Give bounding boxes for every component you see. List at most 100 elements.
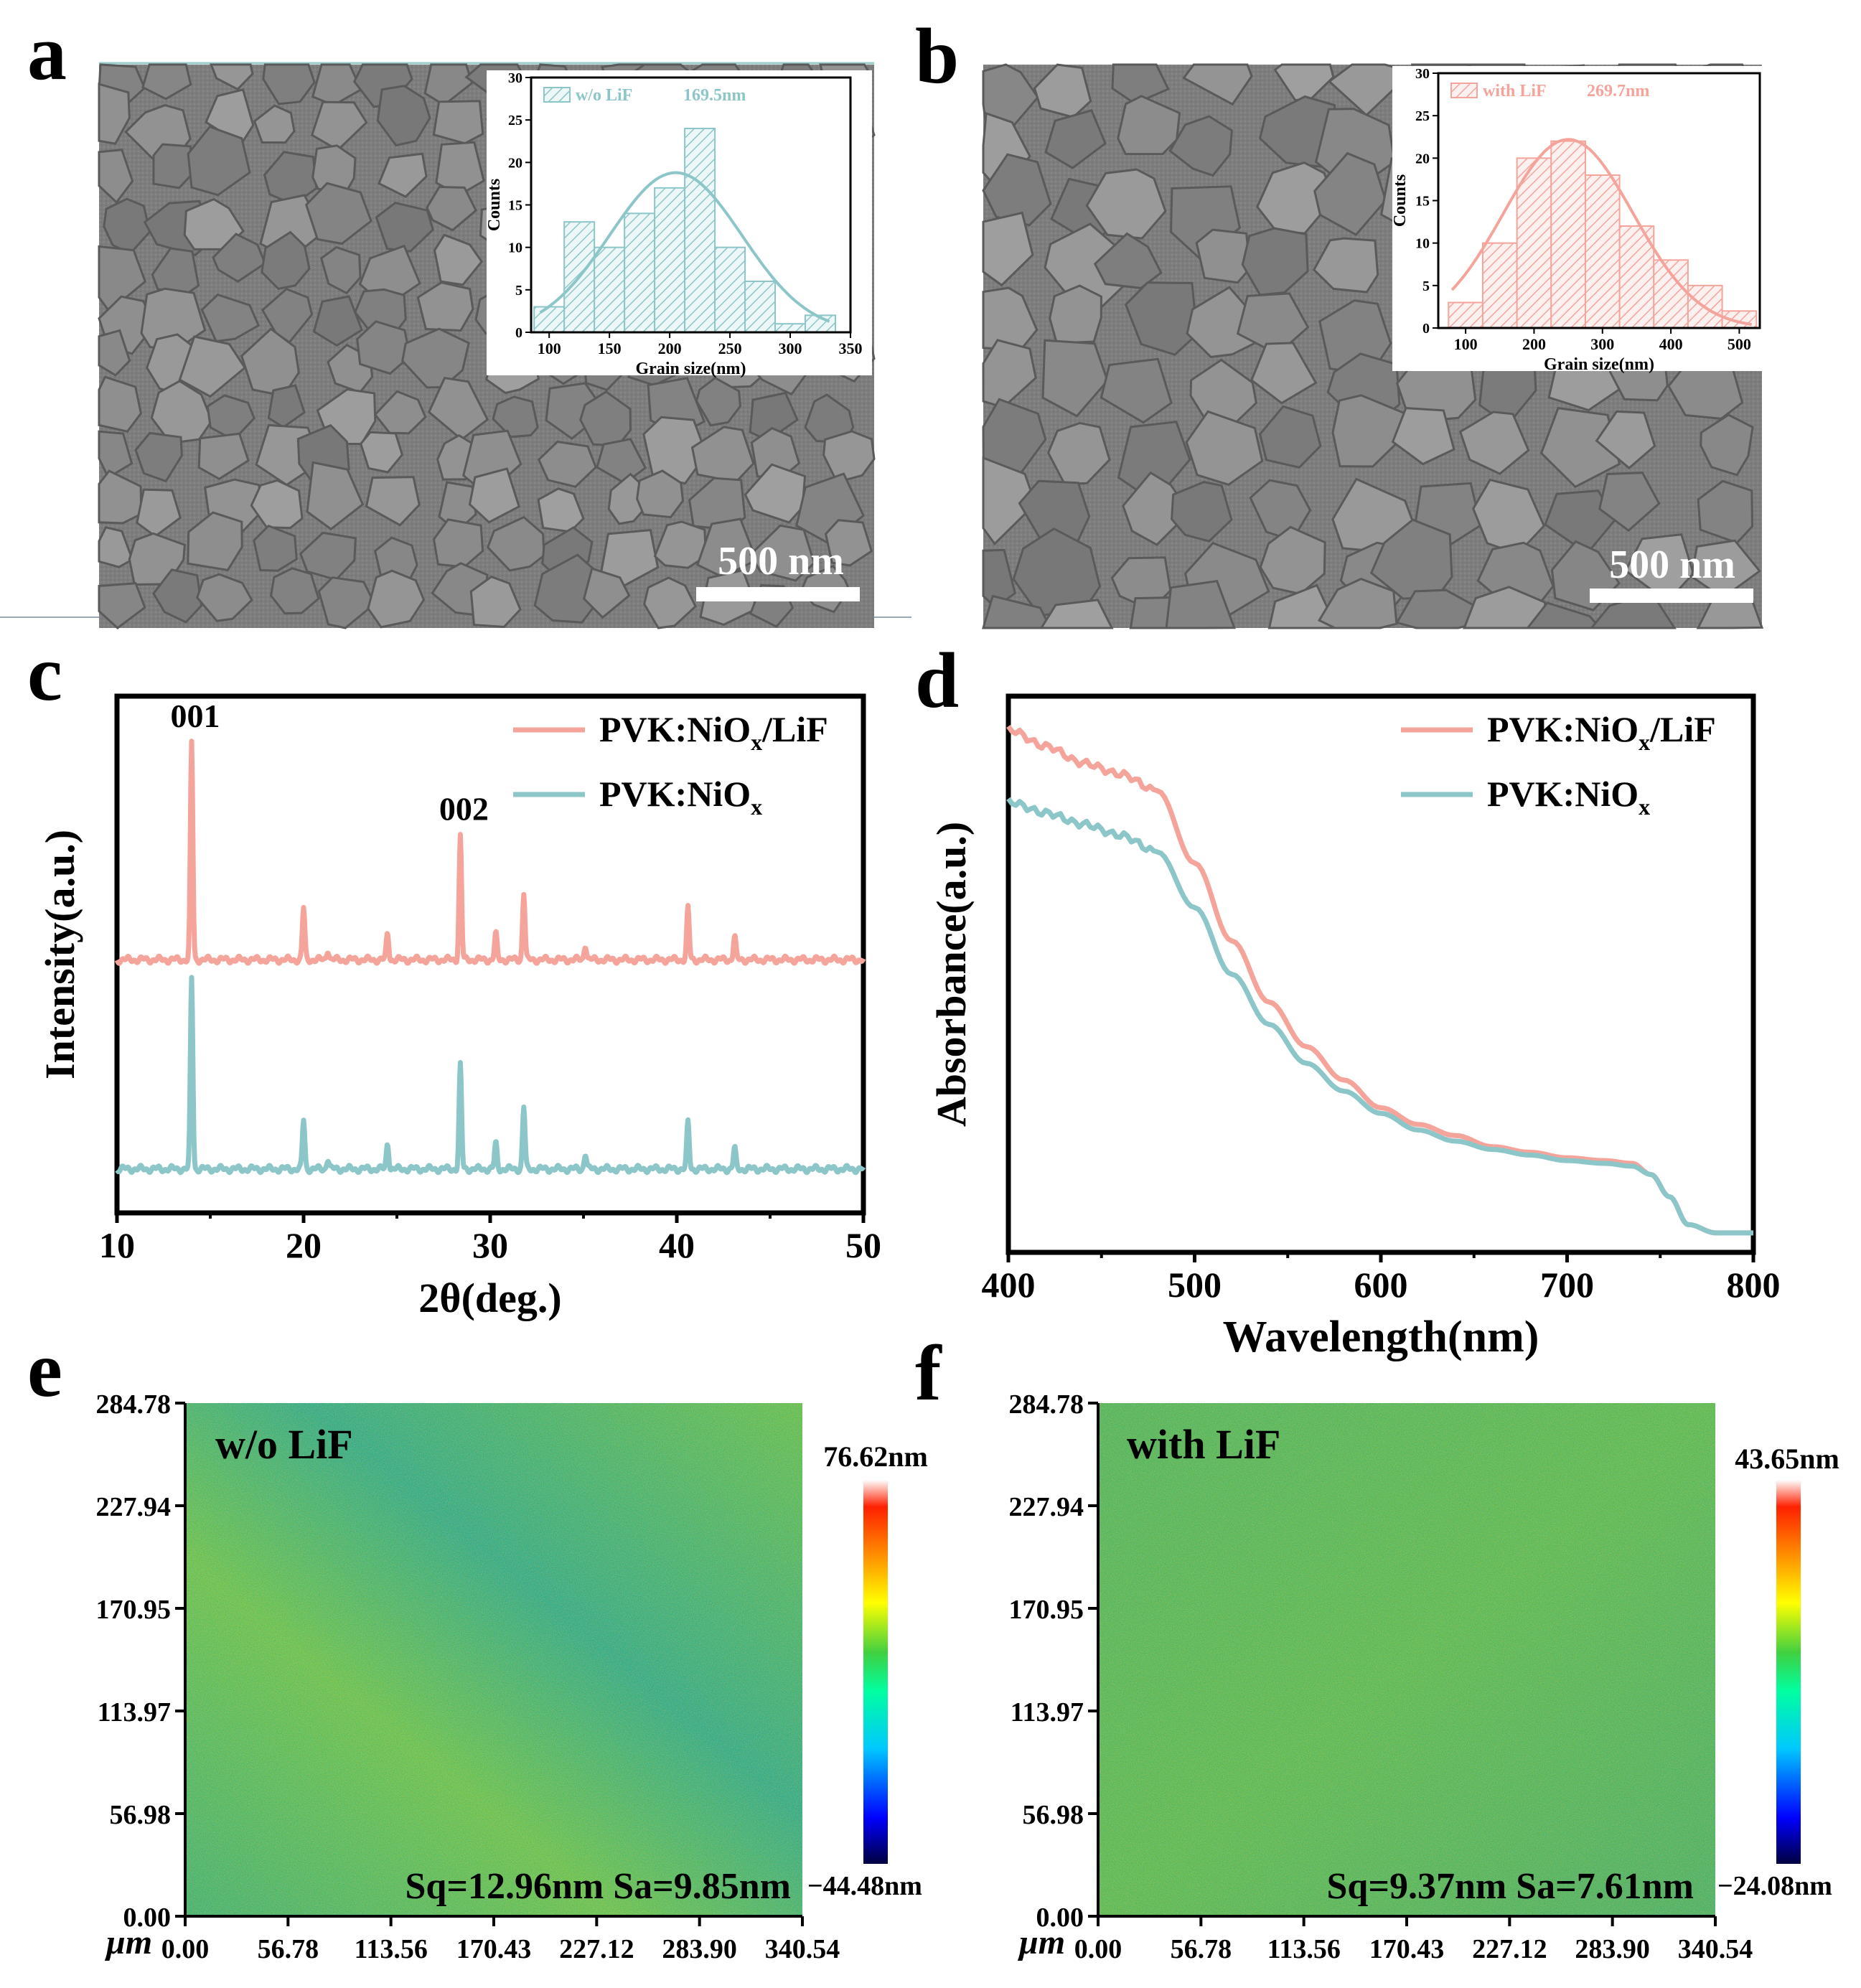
- sem-grain: [196, 573, 253, 622]
- x-tick-label: 350: [839, 339, 863, 357]
- legend-swatch: [543, 87, 571, 103]
- x-tick-label: 56.78: [1171, 1934, 1232, 1964]
- xrd-chart: 10 20 30 40 50 2θ(deg.) Intensity(a.u.) 001 002 P…: [37, 693, 881, 1321]
- sem-grain: [250, 479, 304, 530]
- panel-letter-a: a: [27, 9, 67, 96]
- sem-grain: [1313, 151, 1387, 237]
- sem-grain: [427, 377, 489, 441]
- x-tick-label: 800: [1727, 1265, 1781, 1305]
- sem-grain: [1395, 589, 1478, 629]
- sem-grain: [1258, 95, 1338, 169]
- histogram-bar: [1584, 174, 1621, 329]
- x-tick-label: 283.90: [662, 1934, 737, 1964]
- sem-grain: [304, 182, 372, 245]
- sem-grain: [134, 431, 183, 483]
- y-axis-label: Absorbance(a.u.): [928, 822, 975, 1127]
- x-tick-label: 400: [1659, 335, 1683, 353]
- sem-grain: [253, 104, 296, 144]
- sem-grain: [98, 375, 143, 433]
- inset-histogram-b: 100 200 300 400 500 0 5 10 15 20 25 30 Grain size(nm…: [1391, 66, 1764, 374]
- sem-grain: [1598, 472, 1661, 533]
- y-tick-label: 170.95: [1009, 1595, 1084, 1625]
- sem-grain: [643, 576, 697, 629]
- sem-grain: [599, 528, 660, 588]
- legend-label: PVK:NiOx: [1487, 774, 1650, 820]
- afm-roughness-e: Sq=12.96nm Sa=9.85nm: [406, 1866, 792, 1907]
- sem-grain: [636, 469, 685, 519]
- sem-grain: [98, 526, 134, 568]
- sem-grain: [378, 152, 428, 198]
- sem-grain: [1327, 63, 1415, 117]
- x-tick-label: 283.90: [1575, 1934, 1650, 1964]
- histogram-bar: [654, 187, 686, 334]
- panel-letter-e: e: [27, 1326, 62, 1413]
- histogram-bar: [624, 212, 656, 334]
- sem-grain: [695, 376, 741, 427]
- sem-grain: [365, 476, 421, 527]
- y-tick-label: 227.94: [1009, 1492, 1084, 1522]
- sem-grain: [152, 568, 203, 624]
- sem-grain: [267, 384, 306, 428]
- sem-grain: [1046, 421, 1111, 486]
- x-tick-label: 113.56: [1267, 1934, 1340, 1964]
- scale-bar-label-b: 500 nm: [1609, 543, 1735, 587]
- sem-grain: [1525, 601, 1603, 629]
- sem-grain: [982, 153, 1052, 227]
- y-tick-label: 10: [1415, 236, 1430, 252]
- x-tick-label: 340.54: [1678, 1934, 1753, 1964]
- legend-label: PVK:NiOx: [599, 774, 762, 820]
- y-tick-label: 56.98: [1023, 1800, 1084, 1830]
- legend-label: PVK:NiOx/LiF: [1487, 709, 1716, 755]
- histogram-bar: [594, 246, 626, 333]
- sem-grain: [141, 63, 192, 100]
- sem-grain: [469, 575, 522, 629]
- histogram-bar: [1448, 301, 1483, 329]
- afm-sample-label-f: with LiF: [1127, 1421, 1280, 1468]
- x-tick-label: 340.54: [765, 1934, 840, 1964]
- sem-grain: [367, 569, 426, 629]
- x-tick-label: 10: [99, 1225, 135, 1265]
- sem-grain: [1312, 237, 1379, 294]
- absorbance-series-line: [1006, 797, 1753, 1236]
- histogram-bar: [744, 281, 777, 333]
- panel-letter-f: f: [915, 1329, 942, 1417]
- colorbar-max-e: 76.62nm: [823, 1440, 928, 1473]
- x-tick-label: 40: [659, 1225, 695, 1265]
- sem-grain: [261, 230, 311, 291]
- panel-letter-c: c: [27, 629, 62, 717]
- y-tick-label: 284.78: [1009, 1389, 1084, 1420]
- histogram-bar: [774, 323, 807, 333]
- sem-grain: [306, 461, 365, 531]
- colorbar-f: [1776, 1480, 1801, 1864]
- sem-grain: [1171, 481, 1233, 543]
- sem-grain: [253, 524, 298, 572]
- sem-grain: [1186, 286, 1260, 358]
- sem-grain: [982, 211, 1034, 287]
- sem-grain: [1085, 168, 1167, 240]
- sem-grain: [1117, 95, 1181, 156]
- x-tick-label: 113.56: [354, 1934, 427, 1964]
- x-tick-label: 56.78: [258, 1934, 319, 1964]
- sem-grain: [183, 197, 245, 250]
- afm-roughness-f: Sq=9.37nm Sa=7.61nm: [1327, 1866, 1694, 1907]
- afm-map-f: with LiF Sq=9.37nm Sa=7.61nm 43.65nm −24…: [1009, 1389, 1839, 1964]
- x-axis-unit: μm: [104, 1923, 152, 1961]
- y-tick-label: 0: [515, 325, 522, 341]
- sem-grain: [1124, 281, 1199, 356]
- y-tick-label: 25: [1415, 108, 1430, 124]
- sem-grain: [319, 245, 362, 295]
- panel-letter-b: b: [915, 12, 959, 100]
- afm-speckle-f: [1098, 1403, 1715, 1916]
- colorbar-e: [863, 1480, 888, 1864]
- x-tick-label: 500: [1728, 335, 1751, 353]
- x-tick-label: 0.00: [1074, 1934, 1122, 1964]
- sem-grain: [486, 515, 545, 572]
- x-tick-label: 20: [286, 1225, 322, 1265]
- x-tick-label: 100: [1454, 335, 1478, 353]
- sem-grain: [824, 519, 873, 567]
- x-tick-label: 700: [1540, 1265, 1594, 1305]
- x-tick-label: 227.12: [1472, 1934, 1547, 1964]
- sem-grain: [1041, 339, 1109, 418]
- sem-grain: [492, 395, 539, 439]
